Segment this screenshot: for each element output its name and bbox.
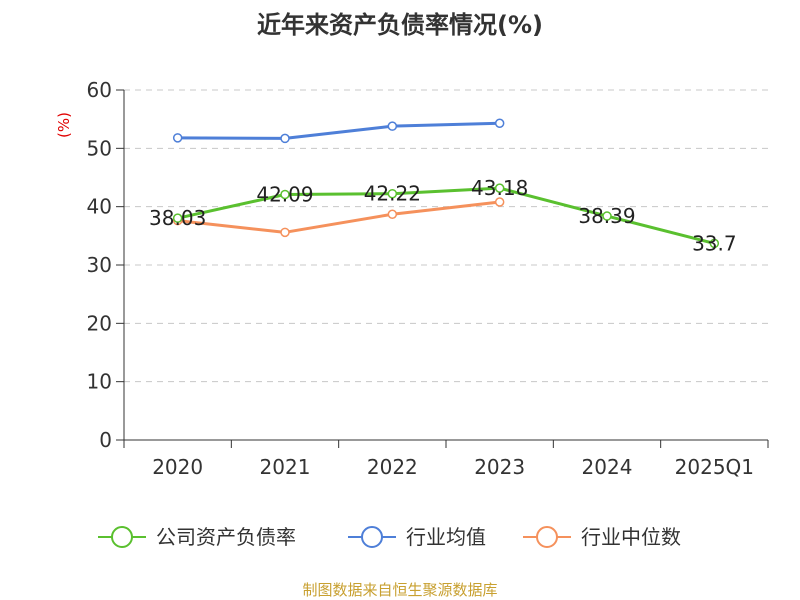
- gridlines: [124, 89, 768, 383]
- legend-label: 行业中位数: [581, 525, 681, 549]
- legend-marker: [111, 526, 133, 548]
- x-tick-label: 2021: [260, 455, 311, 479]
- data-point: [280, 189, 290, 200]
- y-tick-label: 40: [87, 195, 112, 219]
- x-tick-label: 2025Q1: [675, 455, 754, 479]
- y-tick-label: 30: [87, 253, 112, 277]
- axes: 0 10 20 30 40 50 60 2020 2021 2022 2023 2024 2025Q1: [87, 78, 769, 479]
- series-1: [172, 118, 505, 144]
- data-point: [387, 209, 398, 219]
- legend-marker: [361, 526, 383, 548]
- data-label: 42.22: [364, 182, 421, 206]
- data-point: [494, 197, 505, 207]
- y-tick-label: 0: [99, 428, 112, 452]
- series-lines: [172, 118, 720, 249]
- data-labels: 38.03 42.09 42.22 43.18 38.39 33.7: [149, 176, 737, 255]
- legend-item: 行业均值: [348, 525, 486, 549]
- data-label: 43.18: [471, 176, 528, 200]
- legend-marker: [536, 526, 558, 548]
- data-label: 42.09: [256, 182, 313, 206]
- y-tick-label: 20: [87, 311, 112, 335]
- data-point: [709, 238, 720, 249]
- source-note: 制图数据来自恒生聚源数据库: [302, 581, 497, 599]
- chart-title: 近年来资产负债率情况(%): [257, 11, 543, 39]
- data-point: [172, 133, 183, 143]
- y-tick-label: 50: [87, 136, 112, 160]
- data-label: 38.39: [578, 204, 635, 228]
- data-point: [387, 121, 398, 131]
- data-point: [172, 213, 183, 223]
- series-line: [177, 121, 500, 140]
- data-label: 38.03: [149, 206, 206, 230]
- data-point: [280, 227, 290, 238]
- series-2: [172, 197, 505, 238]
- data-point: [387, 188, 398, 199]
- series-0: [172, 183, 720, 249]
- x-tick-label: 2023: [474, 455, 525, 479]
- y-axis-label: (%): [55, 112, 73, 138]
- x-tick-label: 2024: [582, 455, 633, 479]
- x-tick-label: 2022: [367, 455, 418, 479]
- y-tick-label: 10: [87, 370, 112, 394]
- x-tick-label: 2020: [152, 455, 203, 479]
- data-label: 33.7: [692, 231, 737, 255]
- legend-label: 公司资产负债率: [156, 525, 296, 549]
- y-tick-label: 60: [87, 78, 112, 102]
- legend-item: 公司资产负债率: [98, 525, 296, 549]
- data-point: [602, 211, 612, 221]
- data-point: [494, 183, 505, 193]
- series-line: [177, 200, 500, 234]
- data-point: [280, 133, 290, 144]
- series-line: [177, 186, 715, 245]
- legend-item: 行业中位数: [523, 525, 681, 549]
- legend-label: 行业均值: [406, 525, 486, 549]
- data-point: [494, 118, 505, 128]
- legend: 公司资产负债率 行业均值 行业中位数: [98, 525, 681, 549]
